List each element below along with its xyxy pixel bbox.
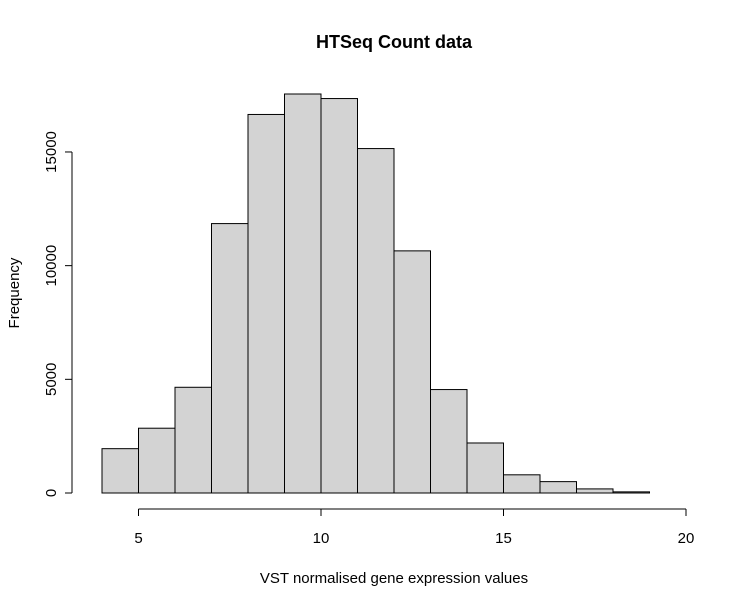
histogram-bar bbox=[539, 481, 577, 494]
y-tick-label: 5000 bbox=[43, 363, 60, 396]
histogram-bar bbox=[576, 488, 614, 494]
histogram-bar bbox=[174, 386, 212, 494]
histogram-bar bbox=[284, 93, 322, 494]
histogram-bar bbox=[138, 427, 176, 494]
x-tick-label: 15 bbox=[495, 530, 512, 547]
y-tick-label: 10000 bbox=[43, 245, 60, 287]
x-tick-label: 20 bbox=[678, 530, 695, 547]
histogram-bar bbox=[430, 389, 468, 494]
histogram-bar bbox=[101, 448, 139, 494]
x-tick-label: 10 bbox=[313, 530, 330, 547]
y-axis-label: Frequency bbox=[6, 257, 23, 328]
histogram-bar bbox=[466, 442, 504, 494]
histogram-bar bbox=[320, 98, 358, 494]
x-axis-label: VST normalised gene expression values bbox=[260, 570, 528, 587]
histogram-bar bbox=[393, 250, 431, 494]
x-tick-label: 5 bbox=[134, 530, 142, 547]
histogram-bar bbox=[503, 474, 541, 494]
y-tick-label: 0 bbox=[43, 489, 60, 497]
histogram-bar bbox=[357, 148, 395, 494]
histogram-bar bbox=[247, 113, 285, 494]
histogram-bars bbox=[101, 93, 650, 494]
histogram-bar bbox=[612, 491, 650, 494]
histogram-bar bbox=[211, 223, 249, 494]
x-axis: 5 10 15 20 bbox=[134, 508, 695, 547]
y-tick-label: 15000 bbox=[43, 131, 60, 173]
chart-title: HTSeq Count data bbox=[316, 32, 473, 52]
y-axis: 0 5000 10000 15000 bbox=[43, 131, 73, 497]
